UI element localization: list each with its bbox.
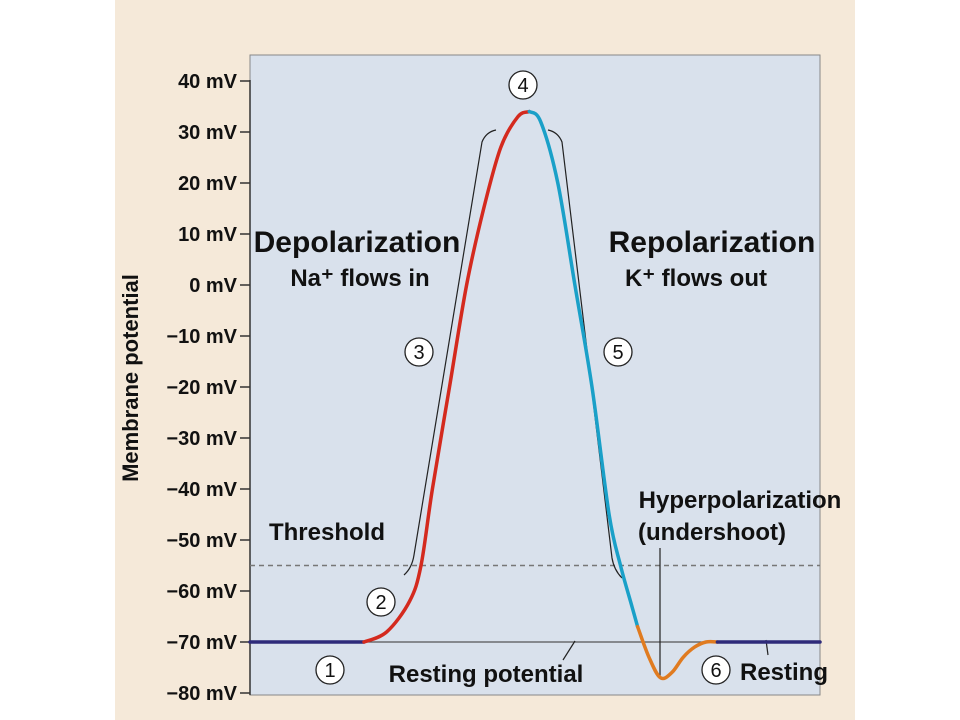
threshold-label: Threshold [269, 519, 385, 546]
hyperpolarization-subtitle: (undershoot) [638, 519, 786, 546]
y-tick-label: −50 mV [166, 530, 237, 552]
y-tick-label: 20 mV [178, 173, 238, 195]
hyperpolarization-phase-line [635, 624, 720, 681]
repolarization-subtitle: K⁺ flows out [625, 265, 767, 292]
resting-potential-label: Resting potential [389, 661, 584, 688]
step-marker-2: 2 [366, 587, 396, 617]
series-group [248, 109, 822, 681]
y-tick-label: −70 mV [166, 632, 237, 654]
step-number-2: 2 [375, 592, 386, 614]
y-tick-label: −10 mV [166, 326, 237, 348]
step-number-5: 5 [612, 342, 623, 364]
y-tick-label: 0 mV [189, 275, 237, 297]
step-number-6: 6 [710, 660, 721, 682]
y-tick-label: −80 mV [166, 683, 237, 705]
y-tick-label: −60 mV [166, 581, 237, 603]
hyperpolarization-title: Hyperpolarization [639, 487, 842, 514]
depolarization-bracket [403, 129, 497, 576]
y-ticks: 40 mV 30 mV 20 mV 10 mV 0 mV −10 mV −20 mV −30 … [166, 71, 250, 705]
step-marker-4: 4 [508, 70, 538, 100]
y-tick-label: −30 mV [166, 428, 237, 450]
resting-potential-pointer [562, 640, 576, 661]
resting-label: Resting [740, 659, 828, 686]
y-tick-label: 30 mV [178, 122, 238, 144]
depolarization-title: Depolarization [254, 226, 461, 259]
step-number-3: 3 [413, 342, 424, 364]
step-number-1: 1 [324, 660, 335, 682]
y-axis-label: Membrane potential [118, 274, 143, 482]
step-marker-5: 5 [603, 337, 633, 367]
y-tick-label: 40 mV [178, 71, 238, 93]
y-tick-label: −40 mV [166, 479, 237, 501]
step-marker-3: 3 [404, 337, 434, 367]
depolarization-subtitle: Na⁺ flows in [290, 265, 429, 292]
step-marker-6: 6 [701, 655, 731, 685]
step-marker-1: 1 [315, 655, 345, 685]
depolarization-phase-line [362, 109, 532, 644]
y-tick-label: −20 mV [166, 377, 237, 399]
repolarization-title: Repolarization [609, 226, 816, 259]
repolarization-phase-line [527, 109, 640, 629]
plot-area [249, 54, 821, 696]
y-tick-label: 10 mV [178, 224, 238, 246]
step-number-4: 4 [517, 75, 528, 97]
